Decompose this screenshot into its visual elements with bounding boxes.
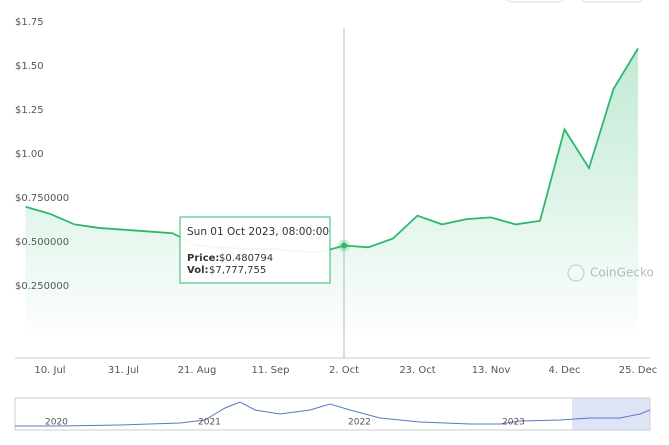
y-tick-label: $1.50 (15, 61, 44, 72)
tooltip-price-label: Price: (187, 253, 219, 264)
hover-point-core (341, 242, 347, 249)
y-tick-label: $1.75 (15, 17, 44, 28)
range-button[interactable] (507, 0, 564, 3)
navigator-label: 2023 (502, 418, 525, 428)
navigator-label: 2022 (348, 418, 371, 428)
tooltip-vol: $7,777,755 (209, 265, 266, 276)
x-tick-label: 25. Dec (619, 365, 657, 376)
y-tick-label: $0.750000 (15, 193, 69, 204)
tooltip: Sun 01 Oct 2023, 08:00:00 Price: $0.480794… (179, 216, 331, 284)
navigator-line (15, 401, 651, 427)
navigator-selection[interactable] (572, 398, 650, 430)
price-line (25, 47, 639, 254)
navigator-label: 2021 (198, 418, 221, 428)
y-tick-label: $1.25 (15, 105, 44, 116)
navigator-label: 2020 (45, 418, 68, 428)
price-area (25, 48, 638, 331)
navigator: 2020 2021 2022 2023 (14, 397, 651, 431)
x-tick-label: 2. Oct (329, 365, 359, 376)
x-tick-label: 4. Dec (548, 365, 580, 376)
x-tick-label: 13. Nov (472, 365, 511, 376)
x-tick-label: 11. Sep (252, 365, 290, 376)
x-tick-label: 21. Aug (178, 365, 217, 376)
tooltip-date: Sun 01 Oct 2023, 08:00:00 (187, 226, 329, 238)
tooltip-vol-label: Vol: (187, 265, 209, 276)
tooltip-box (179, 216, 331, 284)
range-button[interactable] (581, 0, 643, 3)
y-tick-label: $1.00 (15, 149, 44, 160)
x-tick-label: 31. Jul (108, 365, 139, 376)
x-tick-label: 23. Oct (399, 365, 435, 376)
tooltip-price: $0.480794 (219, 253, 273, 264)
x-tick-label: 10. Jul (34, 365, 65, 376)
